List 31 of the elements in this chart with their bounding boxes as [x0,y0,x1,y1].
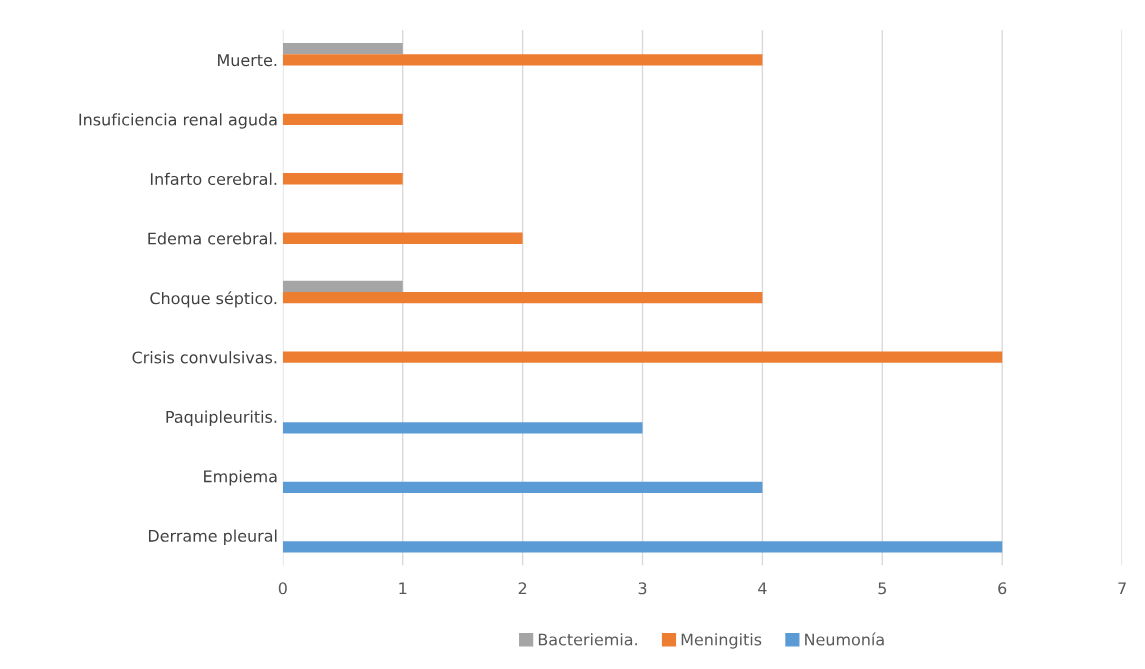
bar [282,113,403,125]
bar [282,280,403,293]
legend-label: Neumonía [805,632,884,646]
bar [282,481,763,494]
bar [282,232,523,244]
legend-label: Meningitis [681,633,762,649]
x-tick-label: 7 [1118,582,1126,595]
bar [282,351,1003,363]
bar [282,42,403,55]
y-tick-label: Crisis convulsivas. [132,351,277,364]
x-tick-label: 0 [278,582,287,595]
y-tick-label: Infarto cerebral. [150,172,277,186]
y-tick-label: Insuficiencia renal aguda [79,113,277,129]
bar [282,422,643,434]
bar [282,54,763,66]
x-tick-label: 6 [998,582,1007,595]
x-tick-label: 2 [518,582,527,595]
y-tick-label: Choque séptico. [150,291,277,308]
y-tick-label: Edema cerebral. [148,232,277,245]
y-tick-label: Paquipleuritis. [166,410,277,427]
legend-label: Bacteriemia. [538,633,637,646]
y-tick-label: Empiema [204,470,277,486]
x-tick-label: 3 [638,582,647,595]
x-tick-label: 1 [399,582,407,595]
x-tick-label: 5 [878,582,886,595]
bar [282,292,763,304]
x-tick-label: 4 [758,582,767,595]
y-tick-label: Derrame pleural [148,529,277,545]
bar [282,173,403,185]
bar [282,541,1003,553]
y-tick-label: Muerte. [218,54,277,67]
